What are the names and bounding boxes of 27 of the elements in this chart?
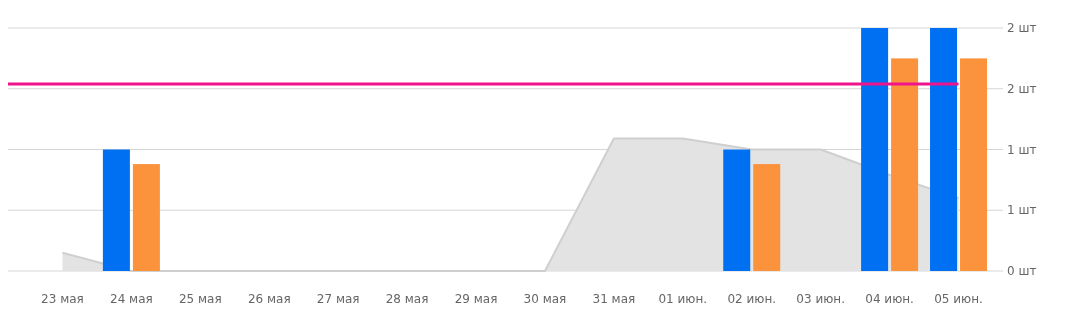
bar [891, 58, 919, 271]
y-tick-label: 1 шт [1007, 142, 1037, 157]
y-tick-label: 2 шт [1007, 21, 1037, 36]
x-tick-label: 28 мая [385, 292, 429, 306]
x-tick-label: 30 мая [523, 292, 567, 306]
x-tick-label: 25 мая [178, 292, 222, 306]
bar [930, 28, 958, 271]
x-tick-label: 04 июн. [865, 292, 914, 306]
x-tick-label: 29 мая [454, 292, 498, 306]
x-tick-label: 27 мая [316, 292, 360, 306]
bar [753, 164, 781, 271]
bar [723, 149, 751, 271]
x-tick-label: 23 мая [41, 292, 84, 306]
x-tick-label: 24 мая [110, 292, 153, 306]
bar [861, 28, 889, 271]
x-tick-label: 31 мая [592, 292, 636, 306]
bar [102, 149, 130, 271]
bar [960, 58, 988, 271]
y-tick-label: 2 шт [1007, 81, 1037, 96]
x-tick-label: 05 июн. [934, 292, 983, 306]
bar [132, 164, 160, 271]
y-tick-label: 0 шт [1007, 264, 1037, 279]
x-tick-label: 02 июн. [727, 292, 777, 306]
x-tick-label: 01 июн. [658, 292, 708, 306]
y-tick-label: 1 шт [1007, 203, 1037, 218]
x-tick-label: 26 мая [247, 292, 291, 306]
x-tick-label: 03 июн. [796, 292, 846, 306]
